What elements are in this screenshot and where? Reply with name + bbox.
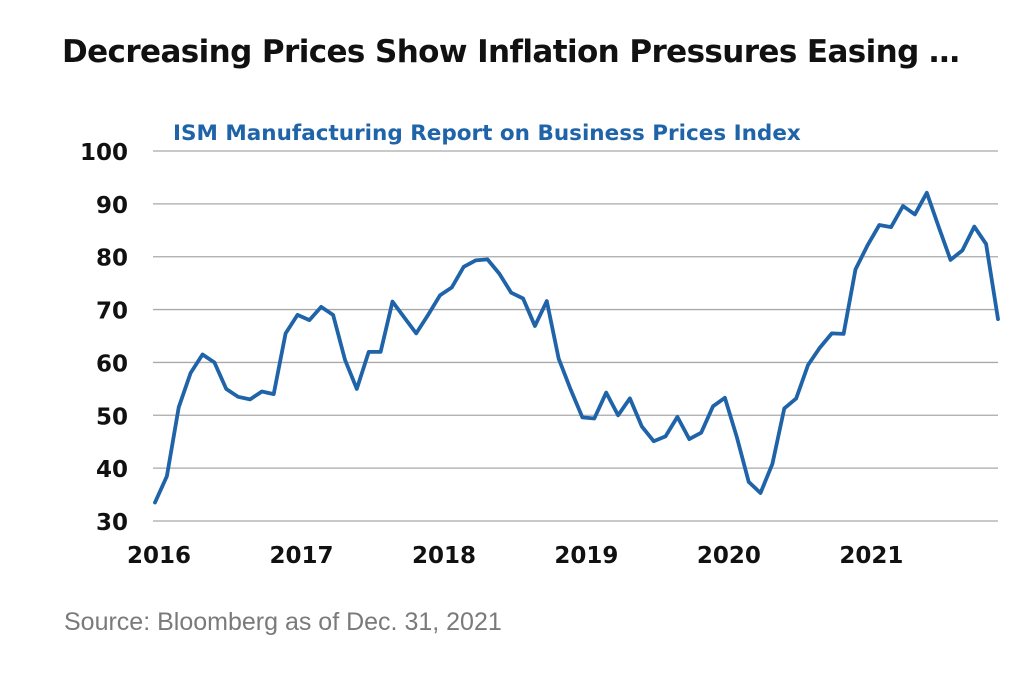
data-point (236, 395, 240, 399)
data-point (153, 500, 157, 505)
x-tick-label: 2021 (839, 543, 903, 569)
data-point (758, 491, 763, 495)
data-point (426, 313, 430, 317)
data-point (438, 293, 442, 297)
data-point (996, 317, 1000, 321)
y-tick-label: 40 (96, 457, 128, 483)
data-point (331, 313, 335, 317)
data-point (937, 225, 941, 229)
data-point (770, 462, 775, 466)
data-point (925, 191, 929, 195)
data-point (521, 296, 525, 301)
data-point (735, 435, 739, 439)
data-point (818, 346, 822, 350)
x-tick-label: 2020 (697, 543, 761, 569)
data-point (580, 415, 585, 419)
y-tick-label: 90 (96, 193, 128, 219)
data-point (889, 225, 893, 229)
data-point (687, 437, 691, 441)
data-point (794, 396, 798, 400)
data-point (592, 416, 596, 421)
data-point (628, 396, 632, 400)
chart-title: ISM Manufacturing Report on Business Pri… (173, 121, 801, 146)
data-point (284, 331, 288, 335)
data-point (782, 406, 786, 410)
data-point (355, 387, 359, 391)
data-point (830, 331, 834, 335)
data-point (842, 332, 846, 336)
data-point (343, 358, 347, 362)
data-point (177, 405, 181, 409)
data-point (224, 387, 228, 391)
data-point (462, 265, 466, 269)
data-point (877, 223, 881, 227)
data-point (972, 225, 976, 229)
data-point (865, 244, 870, 248)
x-tick-label: 2019 (554, 543, 618, 569)
data-point (533, 324, 537, 328)
data-point (711, 404, 715, 408)
data-point (497, 272, 501, 276)
page-title: Decreasing Prices Show Inflation Pressur… (62, 34, 960, 70)
data-point (569, 387, 573, 391)
data-point (640, 424, 644, 428)
gridlines (153, 150, 998, 522)
y-tick-label: 70 (96, 299, 128, 325)
data-point (604, 391, 608, 395)
data-point (557, 357, 561, 361)
series-layer (153, 190, 1000, 505)
data-point (402, 315, 406, 320)
data-point (260, 389, 264, 394)
data-point (652, 439, 656, 443)
data-point (307, 318, 311, 322)
data-point (390, 300, 395, 304)
data-point (212, 360, 216, 364)
x-axis-tick-labels: 2016 2017 2018 2019 2020 2021 (127, 543, 903, 569)
data-point (165, 474, 169, 478)
data-point (663, 434, 668, 438)
data-point (367, 350, 371, 354)
data-point (901, 204, 905, 208)
data-point (295, 313, 300, 317)
series-line (153, 190, 1000, 505)
data-point (272, 392, 276, 396)
data-point (485, 257, 490, 261)
source-note: Source: Bloomberg as of Dec. 31, 2021 (64, 608, 502, 636)
data-point (474, 258, 478, 262)
x-tick-label: 2016 (127, 543, 191, 569)
y-tick-label: 80 (96, 246, 128, 272)
data-point (747, 480, 751, 484)
data-point (984, 242, 988, 246)
data-point (616, 413, 620, 417)
x-tick-label: 2018 (412, 543, 476, 569)
data-point (450, 285, 454, 289)
y-tick-label: 100 (80, 140, 128, 166)
y-axis-tick-labels: 30 40 50 60 70 80 90 100 (80, 140, 128, 536)
data-point (509, 291, 513, 295)
data-point (675, 415, 680, 419)
y-tick-label: 30 (96, 510, 128, 536)
data-point (853, 267, 858, 271)
data-point (960, 248, 965, 252)
data-point (248, 397, 252, 401)
data-point (545, 299, 549, 303)
data-point (948, 258, 953, 262)
data-point (189, 371, 193, 375)
data-point (414, 331, 418, 335)
data-point (379, 350, 383, 354)
data-point (913, 212, 917, 216)
data-point (699, 431, 703, 435)
x-tick-label: 2017 (269, 543, 333, 569)
y-tick-label: 60 (96, 351, 128, 377)
data-point (200, 352, 205, 357)
data-point (806, 363, 810, 367)
data-point (723, 396, 727, 400)
data-point (319, 305, 323, 309)
y-tick-label: 50 (96, 404, 128, 430)
